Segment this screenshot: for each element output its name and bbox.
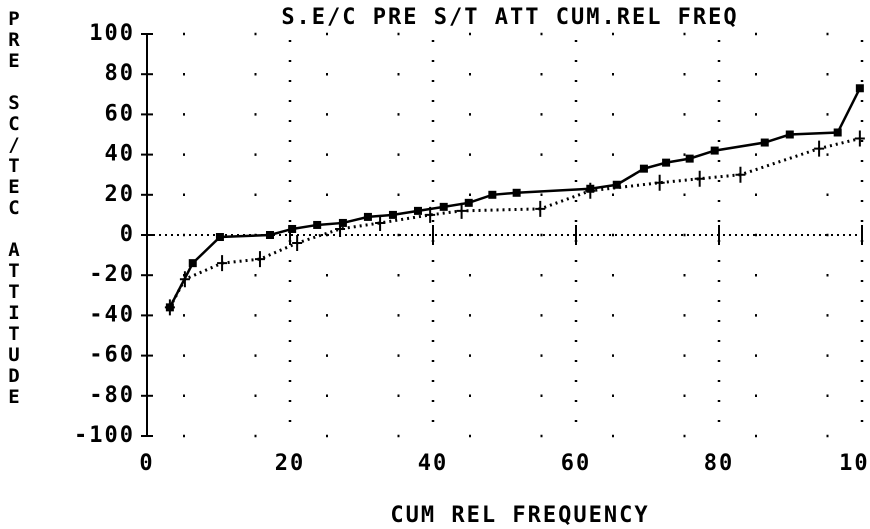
marker bbox=[464, 198, 473, 207]
marker bbox=[488, 190, 497, 199]
marker bbox=[425, 206, 436, 223]
marker bbox=[710, 146, 719, 155]
marker bbox=[585, 182, 596, 199]
y-tick-label: 40 bbox=[105, 142, 136, 167]
x-tick-label: 80 bbox=[704, 451, 735, 476]
y-tick-label: 0 bbox=[120, 222, 135, 247]
y-tick-label: -60 bbox=[89, 343, 135, 368]
marker bbox=[456, 202, 467, 219]
marker bbox=[217, 255, 228, 272]
series-line bbox=[168, 137, 861, 309]
marker bbox=[188, 259, 197, 268]
x-tick-label: 40 bbox=[418, 451, 449, 476]
marker bbox=[254, 251, 265, 268]
marker bbox=[612, 180, 621, 189]
marker bbox=[335, 220, 346, 237]
marker bbox=[814, 140, 825, 157]
marker bbox=[639, 164, 648, 173]
marker bbox=[854, 130, 865, 147]
y-tick-label: -20 bbox=[89, 262, 135, 287]
marker bbox=[164, 299, 175, 316]
marker bbox=[363, 212, 372, 221]
x-tick-label: 60 bbox=[561, 451, 592, 476]
marker bbox=[735, 166, 746, 183]
marker bbox=[439, 202, 448, 211]
marker bbox=[662, 158, 671, 167]
marker bbox=[535, 200, 546, 217]
marker bbox=[694, 170, 705, 187]
marker bbox=[760, 138, 769, 147]
y-axis-label: PRE SC/TEC ATTITUDE bbox=[3, 8, 25, 407]
marker bbox=[288, 224, 297, 233]
x-tick-label: 100 bbox=[839, 451, 870, 476]
marker bbox=[785, 130, 794, 139]
marker bbox=[654, 174, 665, 191]
marker bbox=[265, 231, 274, 239]
marker bbox=[413, 206, 422, 215]
marker bbox=[292, 235, 303, 252]
y-tick-label: 80 bbox=[105, 61, 136, 86]
marker bbox=[685, 154, 694, 163]
y-tick-label: -100 bbox=[74, 423, 135, 448]
y-tick-label: -80 bbox=[89, 383, 135, 408]
chart-title: S.E/C PRE S/T ATT CUM.REL FREQ bbox=[281, 5, 738, 30]
marker bbox=[388, 210, 397, 219]
marker bbox=[313, 220, 322, 229]
x-axis-label: CUM REL FREQUENCY bbox=[390, 503, 649, 528]
x-tick-label: 20 bbox=[275, 451, 306, 476]
x-tick-label: 0 bbox=[139, 451, 154, 476]
marker bbox=[512, 188, 521, 197]
marker bbox=[833, 128, 842, 137]
y-tick-label: 60 bbox=[105, 101, 136, 126]
marker bbox=[338, 218, 347, 227]
marker bbox=[375, 214, 386, 231]
y-tick-label: 20 bbox=[105, 182, 136, 207]
y-tick-label: -40 bbox=[89, 302, 135, 327]
marker bbox=[215, 233, 224, 242]
marker bbox=[855, 84, 864, 93]
y-tick-label: 100 bbox=[89, 21, 135, 46]
marker bbox=[179, 271, 190, 288]
